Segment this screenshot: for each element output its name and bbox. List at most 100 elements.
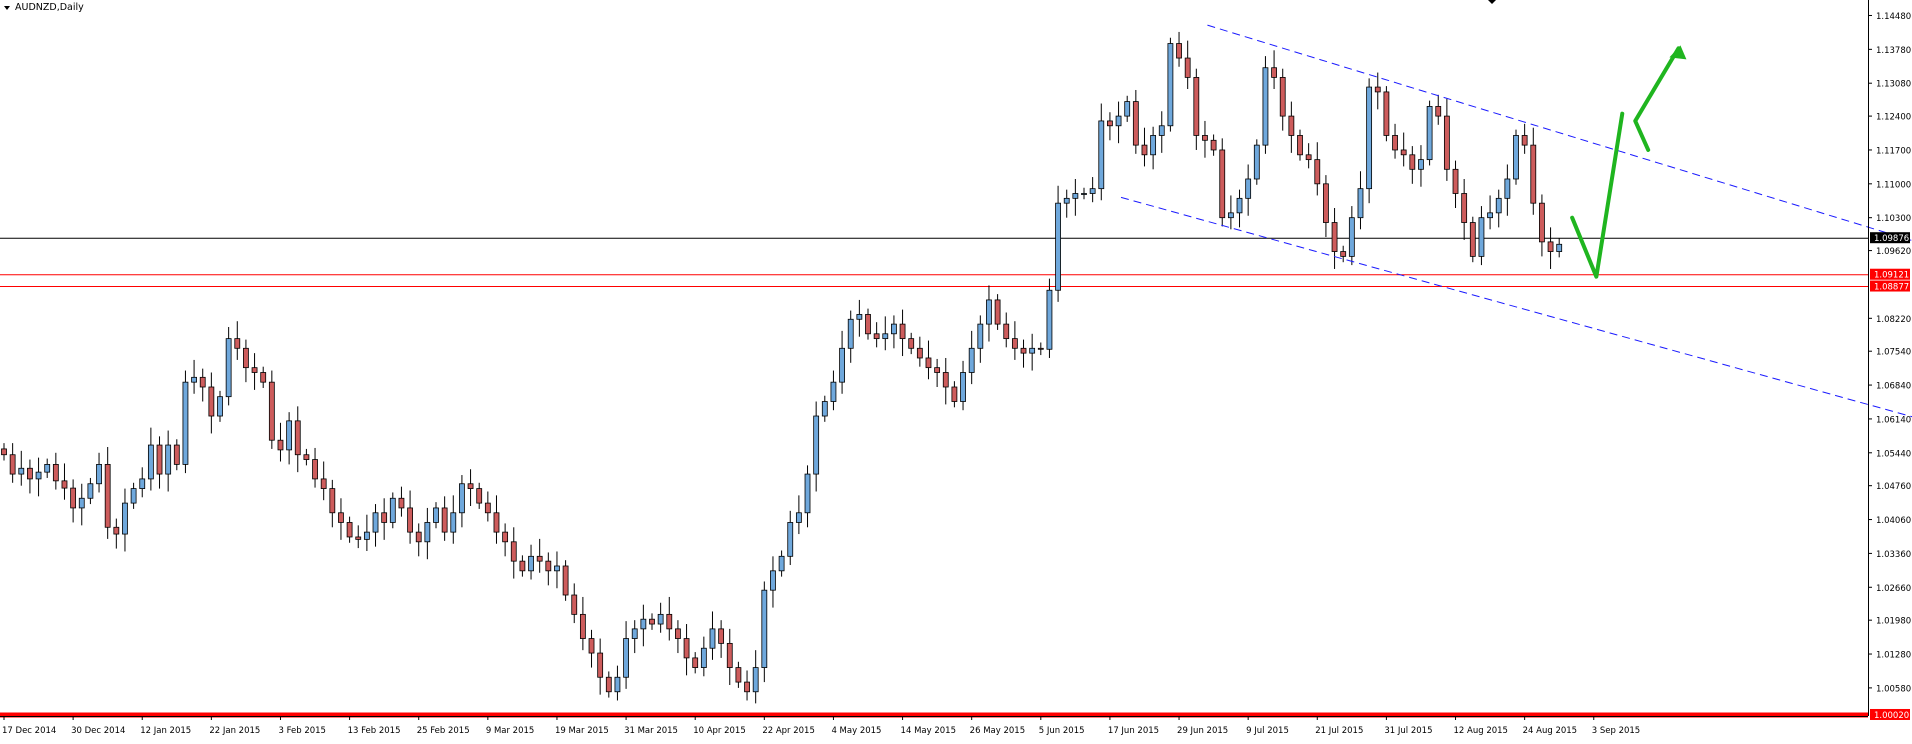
- candle[interactable]: [407, 490, 413, 544]
- candle[interactable]: [191, 359, 197, 394]
- candle[interactable]: [35, 457, 42, 497]
- candle[interactable]: [536, 538, 543, 573]
- candle[interactable]: [1063, 189, 1070, 218]
- candle[interactable]: [916, 336, 923, 367]
- candle[interactable]: [865, 308, 871, 340]
- candle[interactable]: [1132, 89, 1139, 154]
- candle[interactable]: [597, 638, 604, 695]
- candle[interactable]: [156, 436, 163, 489]
- candle[interactable]: [355, 525, 362, 549]
- candle[interactable]: [994, 294, 1001, 330]
- candle[interactable]: [1504, 164, 1511, 216]
- candle[interactable]: [1513, 129, 1519, 185]
- candle[interactable]: [199, 368, 206, 402]
- candle[interactable]: [1011, 321, 1018, 360]
- candle[interactable]: [1202, 120, 1208, 158]
- candle[interactable]: [398, 486, 405, 517]
- candle[interactable]: [225, 327, 232, 406]
- candle[interactable]: [1210, 134, 1217, 156]
- candle[interactable]: [52, 452, 59, 490]
- candle[interactable]: [1348, 206, 1355, 266]
- candle[interactable]: [528, 544, 534, 580]
- candle[interactable]: [1141, 127, 1148, 167]
- candle[interactable]: [692, 652, 699, 674]
- candle[interactable]: [718, 620, 725, 658]
- candle[interactable]: [1081, 187, 1087, 200]
- candle[interactable]: [130, 482, 137, 509]
- candle[interactable]: [1314, 142, 1321, 196]
- candle[interactable]: [649, 613, 655, 630]
- candle[interactable]: [44, 458, 51, 478]
- candle[interactable]: [1072, 178, 1079, 216]
- candle[interactable]: [1374, 72, 1381, 110]
- candle[interactable]: [631, 620, 638, 654]
- candle[interactable]: [329, 479, 336, 528]
- candle[interactable]: [1547, 227, 1554, 269]
- candle[interactable]: [934, 358, 941, 388]
- candle[interactable]: [1176, 31, 1182, 67]
- candle[interactable]: [476, 482, 483, 509]
- candle[interactable]: [830, 370, 837, 411]
- candle[interactable]: [9, 443, 16, 483]
- candle[interactable]: [61, 463, 68, 500]
- candle[interactable]: [1426, 100, 1433, 166]
- candle[interactable]: [113, 518, 120, 549]
- candle[interactable]: [1418, 145, 1424, 187]
- candle[interactable]: [942, 357, 949, 405]
- candle[interactable]: [761, 581, 768, 683]
- candle[interactable]: [795, 495, 802, 535]
- candle[interactable]: [899, 309, 906, 357]
- candle[interactable]: [1124, 95, 1131, 122]
- candle[interactable]: [1193, 68, 1200, 150]
- candle[interactable]: [1461, 178, 1468, 240]
- candle[interactable]: [588, 629, 595, 668]
- candle[interactable]: [571, 583, 578, 624]
- forecast-path[interactable]: [1570, 111, 1625, 279]
- candle[interactable]: [1150, 126, 1157, 170]
- candle[interactable]: [1305, 143, 1312, 169]
- candle[interactable]: [1, 443, 7, 461]
- candle[interactable]: [554, 551, 560, 589]
- candle[interactable]: [139, 467, 146, 498]
- candle[interactable]: [700, 636, 707, 677]
- candle[interactable]: [1539, 194, 1545, 257]
- candle[interactable]: [1400, 132, 1407, 167]
- candle[interactable]: [493, 495, 500, 544]
- candle[interactable]: [778, 550, 785, 577]
- candle[interactable]: [320, 461, 327, 501]
- candle[interactable]: [1392, 123, 1398, 159]
- candle[interactable]: [1521, 123, 1528, 154]
- candle[interactable]: [208, 372, 215, 434]
- candle[interactable]: [986, 285, 992, 342]
- candle[interactable]: [1158, 111, 1165, 153]
- candle[interactable]: [182, 370, 189, 474]
- candle[interactable]: [502, 523, 509, 557]
- candle[interactable]: [1279, 68, 1286, 131]
- candle[interactable]: [1487, 195, 1493, 230]
- candle[interactable]: [1357, 171, 1364, 230]
- candle[interactable]: [579, 596, 586, 651]
- candle[interactable]: [1288, 101, 1295, 153]
- candle[interactable]: [1253, 139, 1260, 185]
- candle[interactable]: [726, 628, 733, 685]
- candle[interactable]: [562, 560, 569, 601]
- candle[interactable]: [338, 498, 344, 540]
- candle[interactable]: [415, 523, 422, 557]
- candle[interactable]: [873, 322, 880, 348]
- candle[interactable]: [1469, 216, 1476, 263]
- candle[interactable]: [1297, 129, 1303, 161]
- candle[interactable]: [122, 488, 128, 552]
- candle[interactable]: [744, 670, 750, 701]
- candle[interactable]: [735, 661, 742, 688]
- candle[interactable]: [104, 446, 111, 539]
- candle[interactable]: [1037, 342, 1044, 356]
- candle[interactable]: [1452, 160, 1459, 209]
- candle[interactable]: [1340, 245, 1347, 263]
- candle[interactable]: [312, 447, 318, 488]
- candle[interactable]: [968, 330, 975, 385]
- candle[interactable]: [640, 604, 647, 647]
- candle[interactable]: [752, 650, 759, 704]
- candle[interactable]: [381, 498, 388, 540]
- candle[interactable]: [346, 516, 353, 543]
